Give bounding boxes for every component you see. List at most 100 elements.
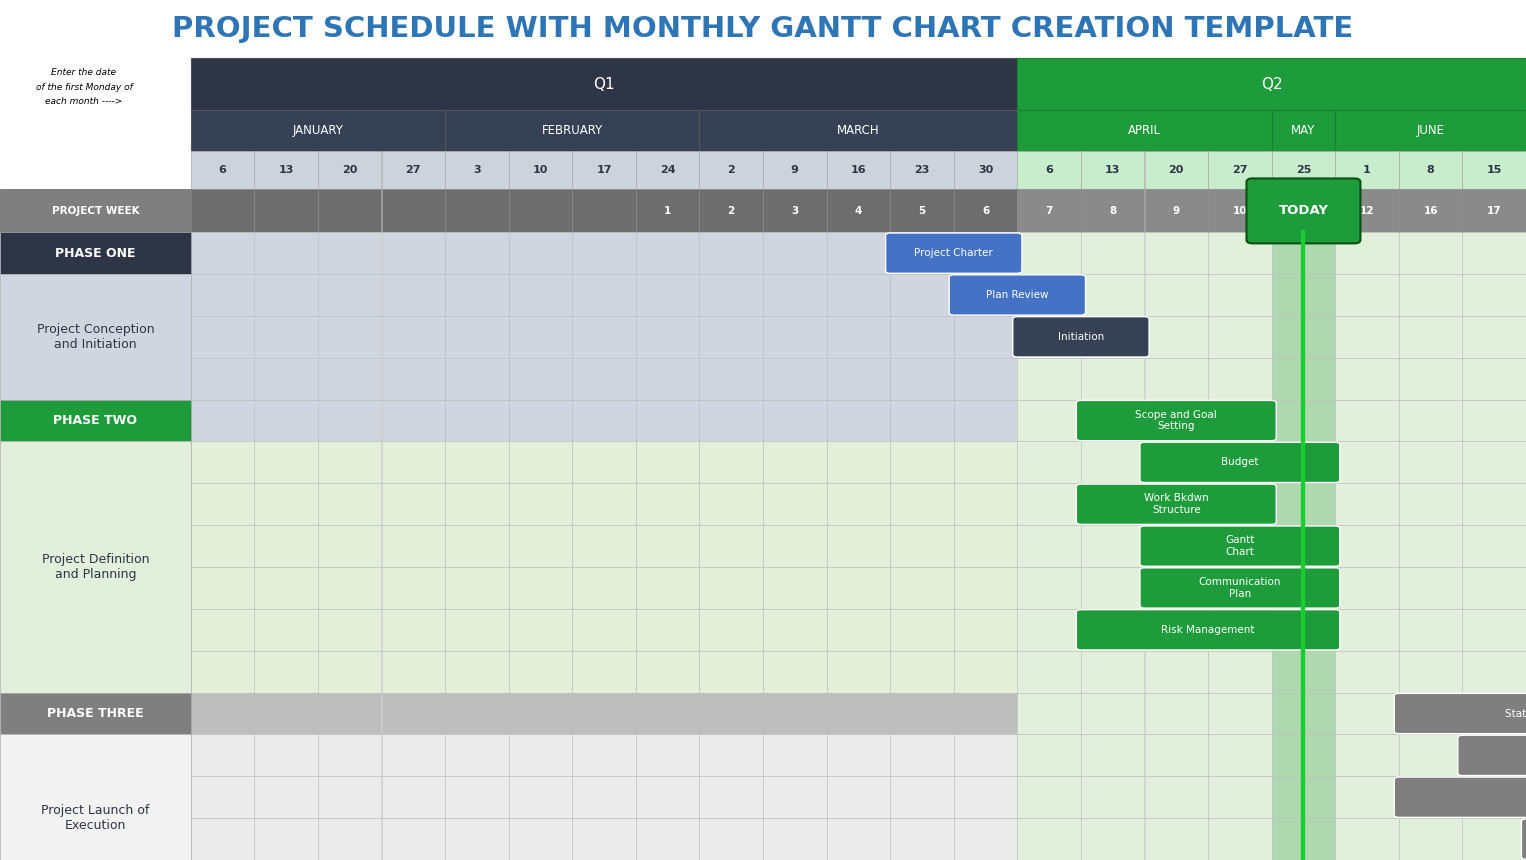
Bar xyxy=(255,567,317,609)
Bar xyxy=(1144,274,1209,316)
Bar xyxy=(954,567,1018,609)
Bar xyxy=(827,818,890,860)
Bar xyxy=(890,316,954,358)
Bar xyxy=(1271,734,1335,777)
FancyBboxPatch shape xyxy=(885,233,1022,273)
Bar xyxy=(636,567,699,609)
Bar xyxy=(890,274,954,316)
Bar xyxy=(954,274,1018,316)
Bar xyxy=(255,692,317,734)
FancyBboxPatch shape xyxy=(1140,568,1340,608)
Bar xyxy=(317,692,382,734)
Bar xyxy=(1080,777,1144,818)
Bar xyxy=(827,274,890,316)
Text: 30: 30 xyxy=(978,165,993,175)
Bar xyxy=(191,609,255,651)
Bar xyxy=(1018,316,1080,358)
Bar xyxy=(508,567,572,609)
Bar xyxy=(763,777,827,818)
Bar xyxy=(636,232,699,274)
Bar xyxy=(317,818,382,860)
Bar xyxy=(1399,818,1462,860)
Text: 17: 17 xyxy=(597,165,612,175)
Bar xyxy=(317,734,382,777)
Bar xyxy=(1462,609,1526,651)
Bar xyxy=(1018,692,1080,734)
Bar xyxy=(1018,651,1080,692)
Bar xyxy=(1080,651,1144,692)
Bar xyxy=(382,734,446,777)
Bar xyxy=(890,232,954,274)
Bar xyxy=(382,316,446,358)
Bar xyxy=(572,818,636,860)
Text: Plan Review: Plan Review xyxy=(986,290,1048,300)
Text: Project Definition
and Planning: Project Definition and Planning xyxy=(41,553,150,581)
Bar xyxy=(1335,777,1399,818)
Bar xyxy=(1209,441,1271,483)
Bar xyxy=(1399,525,1462,567)
Bar xyxy=(1209,777,1271,818)
Bar xyxy=(255,189,317,232)
Bar xyxy=(699,232,763,274)
Bar xyxy=(1335,274,1399,316)
Bar xyxy=(1080,692,1144,734)
Bar xyxy=(636,734,699,777)
Bar xyxy=(446,110,699,151)
Bar xyxy=(317,151,382,189)
Text: MARCH: MARCH xyxy=(838,124,879,138)
Bar xyxy=(446,274,508,316)
Bar xyxy=(508,692,572,734)
Bar xyxy=(763,525,827,567)
Bar xyxy=(1144,525,1209,567)
FancyBboxPatch shape xyxy=(949,275,1085,315)
Bar xyxy=(636,400,699,441)
Text: Risk Management: Risk Management xyxy=(1161,625,1254,635)
Bar xyxy=(0,734,191,860)
Text: 13: 13 xyxy=(278,165,295,175)
Bar xyxy=(446,400,508,441)
Bar xyxy=(446,525,508,567)
Bar xyxy=(1462,692,1526,734)
Bar xyxy=(954,525,1018,567)
Bar xyxy=(572,441,636,483)
Bar xyxy=(1462,189,1526,232)
Bar xyxy=(1080,232,1144,274)
Bar xyxy=(317,567,382,609)
Bar xyxy=(827,734,890,777)
Text: 16: 16 xyxy=(850,165,867,175)
FancyBboxPatch shape xyxy=(1457,735,1526,776)
Bar xyxy=(890,609,954,651)
Bar xyxy=(954,232,1018,274)
Bar xyxy=(1271,777,1335,818)
Bar xyxy=(890,483,954,525)
Bar xyxy=(1018,483,1080,525)
Bar xyxy=(382,525,446,567)
Bar xyxy=(1080,818,1144,860)
Text: FEBRUARY: FEBRUARY xyxy=(542,124,603,138)
Bar xyxy=(1271,525,1335,567)
Bar xyxy=(508,316,572,358)
Bar xyxy=(699,358,763,400)
Text: 9: 9 xyxy=(1172,206,1180,216)
Text: 2: 2 xyxy=(728,165,736,175)
Bar xyxy=(508,609,572,651)
Bar xyxy=(191,58,1018,110)
Bar xyxy=(572,483,636,525)
Bar xyxy=(255,609,317,651)
Text: 12: 12 xyxy=(1360,206,1375,216)
Bar xyxy=(1399,483,1462,525)
Bar xyxy=(827,189,890,232)
Bar xyxy=(1144,818,1209,860)
Bar xyxy=(572,316,636,358)
Bar xyxy=(1335,734,1399,777)
Bar xyxy=(1080,189,1144,232)
Bar xyxy=(446,818,508,860)
Bar xyxy=(572,189,636,232)
Bar xyxy=(1335,692,1399,734)
Bar xyxy=(382,232,446,274)
Bar xyxy=(1080,567,1144,609)
Bar xyxy=(1209,609,1271,651)
Text: of the first Monday of: of the first Monday of xyxy=(35,83,133,92)
Bar xyxy=(636,316,699,358)
FancyBboxPatch shape xyxy=(1395,693,1526,734)
